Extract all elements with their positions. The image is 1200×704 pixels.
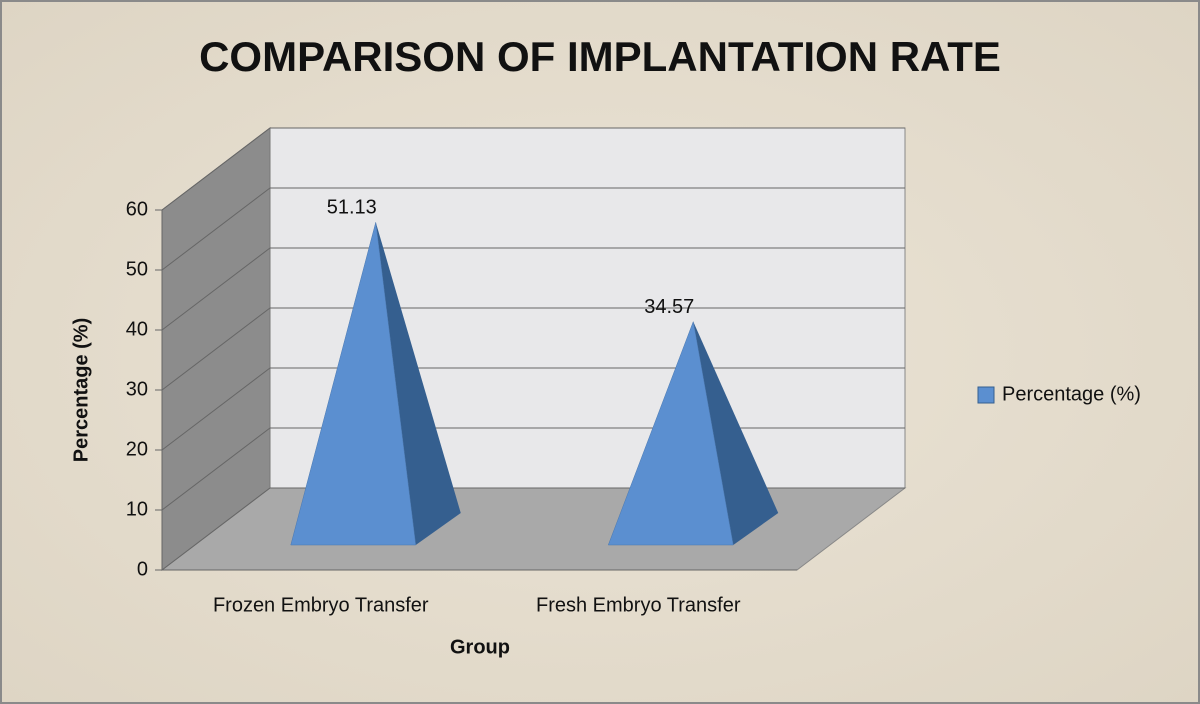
grid-line [161, 247, 271, 331]
y-tick-label: 10 [126, 498, 148, 520]
pyramid-front-face [290, 222, 417, 546]
pyramid [290, 222, 461, 546]
x-tick-label: Frozen Embryo Transfer [213, 594, 429, 616]
pyramid-right-face [693, 321, 779, 545]
grid-line [161, 127, 271, 211]
grid-line [161, 307, 271, 391]
y-tick-label: 20 [126, 438, 148, 460]
floor [160, 487, 907, 571]
pyramid-right-face [375, 222, 461, 545]
data-label: 51.13 [327, 197, 377, 219]
legend-label: Percentage (%) [1002, 383, 1141, 405]
pyramid-front-face [607, 320, 734, 546]
grid-line [161, 427, 271, 511]
y-tick-label: 30 [126, 378, 148, 400]
pyramid [607, 320, 779, 546]
y-tick-label: 60 [126, 198, 148, 220]
y-tick-label: 0 [137, 558, 148, 580]
chart-title: COMPARISON OF IMPLANTATION RATE [199, 33, 1001, 80]
grid-line [161, 367, 271, 451]
y-axis-title: Percentage (%) [70, 318, 92, 463]
x-tick-label: Fresh Embryo Transfer [536, 594, 741, 616]
data-label: 34.57 [644, 296, 694, 318]
grid-line [161, 487, 271, 571]
legend-swatch [977, 386, 995, 404]
x-axis-title: Group [450, 636, 510, 658]
y-tick-label: 50 [126, 258, 148, 280]
y-tick-label: 40 [126, 318, 148, 340]
grid-line [161, 187, 271, 271]
